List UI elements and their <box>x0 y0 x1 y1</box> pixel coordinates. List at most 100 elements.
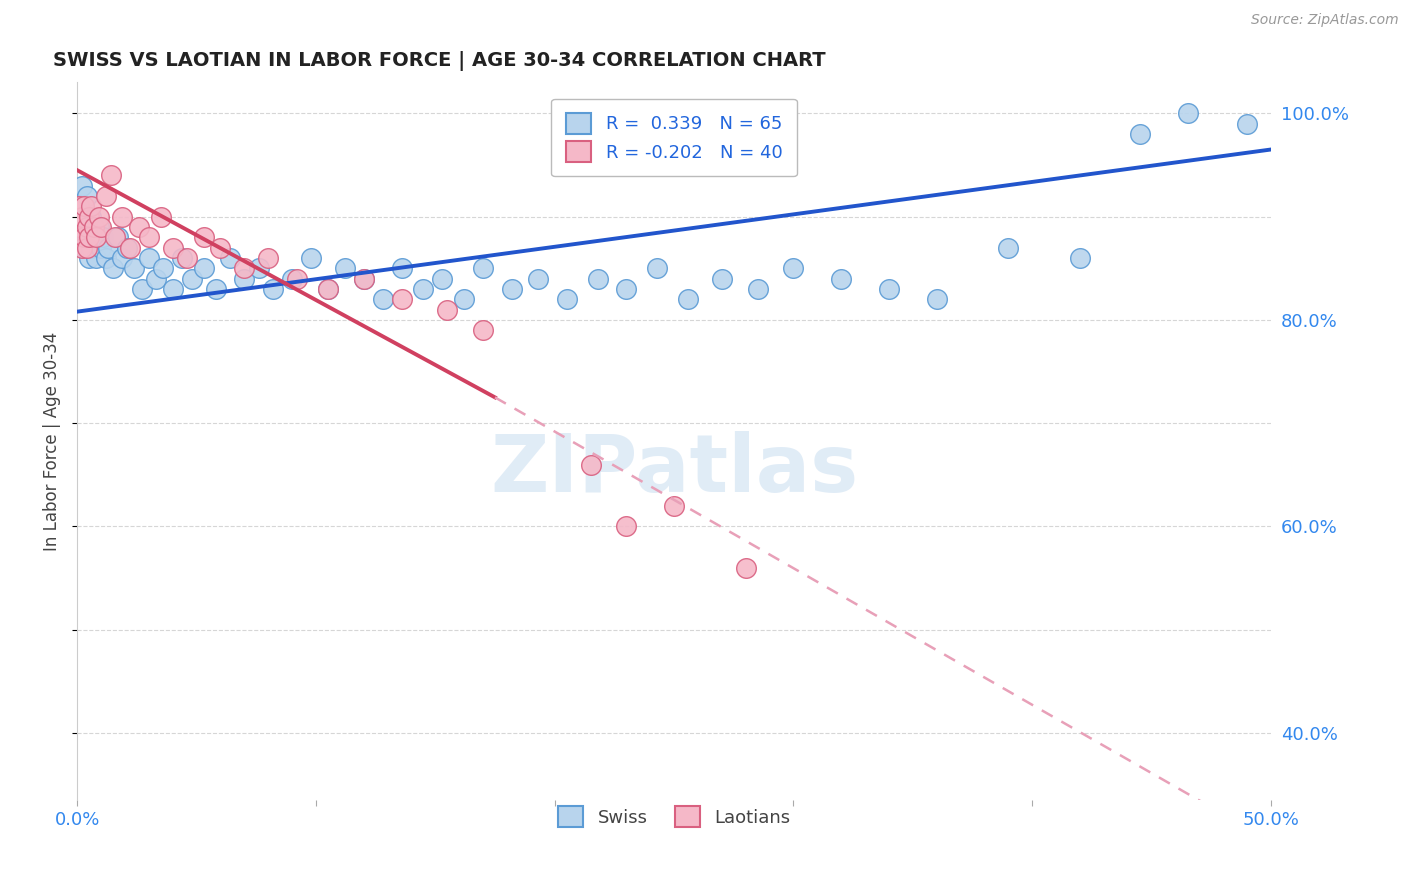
Point <box>128 219 150 234</box>
Point <box>830 271 852 285</box>
Point <box>333 261 356 276</box>
Point <box>371 292 394 306</box>
Point <box>104 230 127 244</box>
Point <box>73 230 96 244</box>
Point <box>1236 117 1258 131</box>
Point <box>107 230 129 244</box>
Point <box>87 219 110 234</box>
Point <box>782 830 804 844</box>
Point <box>149 210 172 224</box>
Point <box>70 178 93 193</box>
Point <box>84 251 107 265</box>
Point <box>77 210 100 224</box>
Point <box>87 210 110 224</box>
Point <box>436 302 458 317</box>
Point <box>782 261 804 276</box>
Point <box>432 271 454 285</box>
Point <box>527 271 550 285</box>
Point <box>453 292 475 306</box>
Point <box>997 241 1019 255</box>
Point <box>1177 106 1199 120</box>
Point <box>193 261 215 276</box>
Point <box>131 282 153 296</box>
Point <box>111 251 134 265</box>
Point <box>70 210 93 224</box>
Point <box>111 210 134 224</box>
Point <box>209 241 232 255</box>
Point <box>316 282 339 296</box>
Point <box>90 219 112 234</box>
Point <box>204 282 226 296</box>
Point <box>70 241 93 255</box>
Point <box>76 189 98 203</box>
Point <box>76 219 98 234</box>
Point <box>501 282 523 296</box>
Point <box>925 292 948 306</box>
Point <box>100 169 122 183</box>
Point <box>115 241 138 255</box>
Point <box>77 251 100 265</box>
Point <box>472 323 495 337</box>
Point <box>1129 127 1152 141</box>
Point <box>94 251 117 265</box>
Point <box>80 241 103 255</box>
Point <box>353 271 375 285</box>
Point <box>316 282 339 296</box>
Point <box>233 261 256 276</box>
Text: SWISS VS LAOTIAN IN LABOR FORCE | AGE 30-34 CORRELATION CHART: SWISS VS LAOTIAN IN LABOR FORCE | AGE 30… <box>53 51 825 70</box>
Point <box>353 271 375 285</box>
Point <box>70 210 93 224</box>
Point <box>93 230 115 244</box>
Legend: Swiss, Laotians: Swiss, Laotians <box>551 799 797 834</box>
Point <box>94 189 117 203</box>
Point <box>73 199 96 213</box>
Point <box>662 499 685 513</box>
Point <box>472 261 495 276</box>
Point <box>678 292 700 306</box>
Point <box>285 271 308 285</box>
Point <box>193 230 215 244</box>
Point <box>69 230 91 244</box>
Point <box>219 251 242 265</box>
Point <box>97 241 120 255</box>
Point <box>77 230 100 244</box>
Point <box>90 241 112 255</box>
Point <box>83 230 105 244</box>
Point <box>69 199 91 213</box>
Point <box>80 210 103 224</box>
Point <box>257 251 280 265</box>
Point <box>152 261 174 276</box>
Point <box>73 199 96 213</box>
Point <box>76 241 98 255</box>
Point <box>412 282 434 296</box>
Point <box>586 271 609 285</box>
Point <box>80 199 103 213</box>
Point <box>180 271 202 285</box>
Point <box>247 261 270 276</box>
Point <box>579 458 602 472</box>
Point <box>138 230 160 244</box>
Point <box>73 241 96 255</box>
Point <box>83 219 105 234</box>
Point <box>145 271 167 285</box>
Point <box>118 241 141 255</box>
Point <box>281 271 304 285</box>
Point <box>262 282 284 296</box>
Point <box>77 219 100 234</box>
Point <box>124 261 146 276</box>
Point <box>84 230 107 244</box>
Point <box>162 241 184 255</box>
Point <box>710 271 733 285</box>
Point <box>162 282 184 296</box>
Text: ZIPatlas: ZIPatlas <box>489 431 858 509</box>
Point <box>1069 251 1091 265</box>
Point <box>747 282 769 296</box>
Point <box>877 282 900 296</box>
Point <box>233 271 256 285</box>
Point <box>391 261 413 276</box>
Point <box>555 292 578 306</box>
Point <box>176 251 198 265</box>
Point <box>101 261 124 276</box>
Point <box>69 219 91 234</box>
Text: Source: ZipAtlas.com: Source: ZipAtlas.com <box>1251 13 1399 28</box>
